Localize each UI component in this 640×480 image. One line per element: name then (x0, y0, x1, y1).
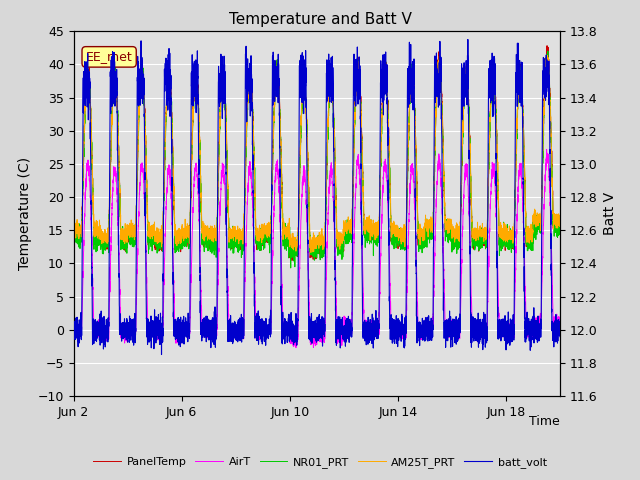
NR01_PRT (287, 265, 294, 271)
Y-axis label: Temperature (C): Temperature (C) (18, 157, 32, 270)
AirT (157, 328, 164, 334)
AM25T_PRT (159, 199, 167, 205)
batt_volt (359, 326, 367, 332)
Line: PanelTemp: PanelTemp (74, 46, 560, 261)
NR01_PRT (157, 241, 164, 247)
NR01_PRT (550, 214, 558, 219)
batt_volt (550, 328, 558, 334)
AM25T_PRT (70, 234, 77, 240)
AirT (159, 300, 167, 305)
AM25T_PRT (90, 204, 97, 210)
AirT (556, 320, 564, 325)
AM25T_PRT (307, 250, 315, 255)
PanelTemp (543, 43, 551, 48)
PanelTemp (159, 210, 167, 216)
Text: Temperature and Batt V: Temperature and Batt V (228, 12, 412, 27)
AirT (233, 326, 241, 332)
PanelTemp (90, 208, 97, 214)
PanelTemp (70, 236, 77, 242)
AirT (550, 323, 558, 329)
Line: batt_volt: batt_volt (74, 39, 560, 355)
Y-axis label: Batt V: Batt V (603, 192, 617, 235)
AirT (70, 324, 77, 330)
AM25T_PRT (550, 211, 558, 216)
PanelTemp (359, 184, 367, 190)
NR01_PRT (359, 182, 367, 188)
PanelTemp (288, 258, 296, 264)
batt_volt (233, 330, 241, 336)
NR01_PRT (70, 228, 77, 234)
NR01_PRT (233, 238, 241, 244)
Line: AirT: AirT (74, 149, 560, 348)
AM25T_PRT (157, 239, 164, 245)
Text: EE_met: EE_met (86, 50, 132, 63)
AirT (292, 345, 300, 350)
PanelTemp (157, 240, 164, 246)
batt_volt (157, 352, 165, 358)
AM25T_PRT (359, 175, 367, 181)
PanelTemp (233, 236, 241, 241)
AirT (359, 278, 367, 284)
PanelTemp (550, 222, 558, 228)
Line: AM25T_PRT: AM25T_PRT (74, 55, 560, 252)
Line: NR01_PRT: NR01_PRT (74, 51, 560, 268)
PanelTemp (556, 220, 564, 226)
AM25T_PRT (556, 215, 564, 221)
batt_volt (157, 323, 164, 328)
NR01_PRT (159, 207, 167, 213)
Text: Time: Time (529, 415, 560, 428)
NR01_PRT (556, 227, 564, 233)
AM25T_PRT (233, 228, 241, 233)
batt_volt (464, 36, 472, 42)
AM25T_PRT (543, 52, 550, 58)
AirT (90, 300, 97, 305)
Legend: PanelTemp, AirT, NR01_PRT, AM25T_PRT, batt_volt: PanelTemp, AirT, NR01_PRT, AM25T_PRT, ba… (88, 452, 552, 472)
batt_volt (90, 327, 97, 333)
batt_volt (556, 334, 564, 339)
AirT (543, 146, 550, 152)
NR01_PRT (544, 48, 552, 54)
NR01_PRT (90, 212, 97, 217)
batt_volt (70, 336, 77, 341)
batt_volt (160, 212, 168, 217)
